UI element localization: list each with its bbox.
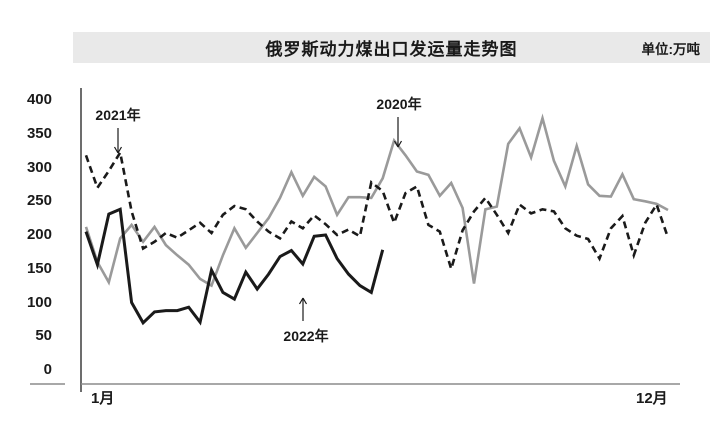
y-axis-tick-400: 400 — [26, 91, 52, 108]
y-axis-tick-350: 350 — [26, 124, 52, 142]
y-axis-tick-200: 200 — [26, 226, 52, 243]
series-line-2022年 — [84, 207, 385, 326]
annotation-arrowhead-2020年 — [393, 140, 399, 148]
chart-title: 俄罗斯动力煤出口发运量走势图 — [265, 40, 518, 59]
annotation-arrowhead-2021年 — [113, 146, 119, 154]
series-label-2021年: 2021年 — [95, 107, 141, 123]
series-line-2021年 — [84, 149, 670, 274]
y-axis-tick-250: 250 — [26, 192, 52, 210]
unit-label: 单位:万吨 — [641, 41, 701, 57]
series-label-2020年: 2020年 — [376, 96, 422, 112]
annotation-arrowhead-2022年 — [298, 297, 304, 305]
annotation-arrowhead-2022年 — [302, 297, 308, 305]
y-axis-tick-100: 100 — [26, 293, 52, 311]
x-axis-label-dec: 12月 — [636, 390, 668, 407]
annotation-arrowhead-2020年 — [397, 140, 403, 148]
series-label-2022年: 2022年 — [283, 328, 329, 344]
y-axis-tick-150: 150 — [26, 259, 52, 277]
x-axis-label-jan: 1月 — [91, 390, 115, 407]
chart-title-bar: 俄罗斯动力煤出口发运量走势图 单位:万吨 — [73, 32, 710, 63]
series-line-2020年 — [84, 113, 669, 288]
annotation-arrowhead-2021年 — [117, 146, 123, 154]
y-axis-tick-300: 300 — [26, 158, 52, 176]
y-axis-tick-0: 0 — [43, 361, 52, 378]
y-axis-tick-50: 50 — [35, 327, 52, 345]
